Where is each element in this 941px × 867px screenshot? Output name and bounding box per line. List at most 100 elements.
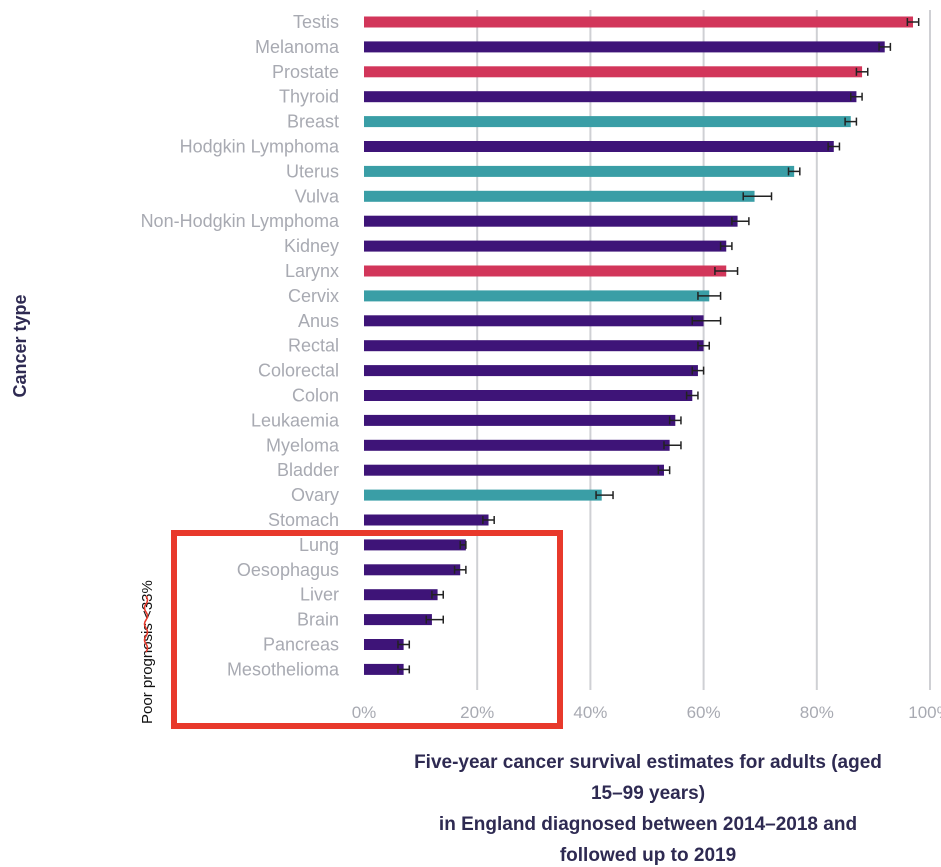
category-label: Uterus: [286, 161, 339, 181]
error-bar: [431, 590, 444, 599]
bar-thyroid: [364, 91, 857, 103]
category-label: Non-Hodgkin Lymphoma: [141, 211, 340, 231]
bar-brain: [364, 614, 432, 626]
x-axis-label-line: in England diagnosed between 2014–2018 a…: [439, 814, 857, 835]
error-bar: [855, 67, 869, 76]
bar-breast: [364, 116, 851, 128]
category-label: Colorectal: [258, 361, 339, 381]
category-label: Bladder: [277, 460, 339, 480]
bar-hodgkin-lymphoma: [364, 141, 834, 152]
error-bar: [482, 516, 495, 524]
category-label: Cervix: [288, 286, 339, 306]
x-tick-label: 60%: [687, 703, 721, 722]
x-tick-label: 0%: [352, 703, 377, 722]
category-label: Vulva: [295, 186, 340, 206]
x-axis-label: Five-year cancer survival estimates for …: [414, 752, 882, 866]
category-label: Anus: [298, 311, 339, 331]
x-tick-label: 80%: [800, 703, 834, 722]
error-bar: [731, 217, 750, 226]
error-bar: [453, 565, 467, 574]
error-bar: [595, 491, 614, 500]
category-label: Stomach: [268, 510, 339, 530]
category-label: Pancreas: [263, 635, 339, 655]
bar-stomach: [364, 514, 489, 526]
bar-anus: [364, 315, 704, 327]
category-label: Thyroid: [279, 87, 339, 107]
x-tick-label: 40%: [573, 703, 607, 722]
x-axis-label-line: followed up to 2019: [560, 845, 736, 866]
bar-liver: [364, 589, 438, 601]
error-bar: [397, 665, 411, 674]
error-bar: [685, 391, 699, 400]
error-bar: [827, 142, 841, 151]
error-bar: [657, 466, 671, 475]
category-label: Mesothelioma: [227, 659, 340, 679]
error-bar: [714, 267, 739, 275]
category-label: Myeloma: [266, 435, 340, 455]
error-bar: [787, 167, 801, 176]
bar-kidney: [364, 240, 727, 252]
category-label: Kidney: [284, 236, 339, 256]
bar-testis: [364, 16, 914, 28]
bar-colorectal: [364, 365, 698, 377]
category-label: Larynx: [285, 261, 339, 281]
bars: [364, 16, 914, 675]
error-bar: [697, 341, 711, 350]
error-bar: [742, 192, 773, 201]
bar-pancreas: [364, 639, 404, 650]
category-label: Rectal: [288, 336, 339, 356]
x-axis-label-line: 15–99 years): [591, 783, 705, 804]
error-bar: [425, 615, 444, 624]
error-bar: [906, 18, 920, 26]
bar-cervix: [364, 290, 710, 302]
bar-larynx: [364, 265, 727, 277]
x-tick-label: 100%: [908, 703, 941, 722]
error-bar: [663, 441, 682, 450]
y-axis-label: Cancer type: [10, 294, 30, 397]
category-label: Melanoma: [255, 37, 340, 57]
error-bar: [397, 640, 411, 649]
category-label: Leukaemia: [251, 410, 340, 430]
category-label: Colon: [292, 386, 339, 406]
bar-lung: [364, 539, 466, 551]
bar-oesophagus: [364, 564, 461, 576]
category-label: Prostate: [272, 62, 339, 82]
category-label: Lung: [299, 535, 339, 555]
bar-non-hodgkin-lymphoma: [364, 215, 738, 227]
bar-vulva: [364, 190, 755, 202]
annotation-underline-squiggle: [143, 595, 149, 653]
bar-bladder: [364, 464, 664, 476]
bar-mesothelioma: [364, 663, 404, 675]
category-labels: Testis Melanoma Prostate Thyroid Breast Hodgk…: [141, 12, 340, 679]
category-label: Liver: [300, 585, 339, 605]
error-bar: [844, 117, 858, 126]
category-label: Hodgkin Lymphoma: [180, 137, 340, 157]
category-label: Testis: [293, 12, 339, 32]
bar-uterus: [364, 165, 795, 177]
x-axis-label-line: Five-year cancer survival estimates for …: [414, 752, 882, 773]
bar-colon: [364, 390, 693, 401]
bar-rectal: [364, 340, 704, 352]
error-bar: [691, 366, 705, 375]
bar-prostate: [364, 66, 863, 78]
error-bars: [397, 18, 920, 674]
error-bar: [719, 242, 733, 251]
x-tick-labels: 0% 20% 40% 60% 80% 100%: [352, 703, 941, 722]
error-bar: [668, 416, 682, 425]
category-label: Breast: [287, 112, 339, 132]
category-label: Ovary: [291, 485, 339, 505]
bar-leukaemia: [364, 414, 676, 426]
x-tick-label: 20%: [460, 703, 494, 722]
bar-melanoma: [364, 41, 885, 53]
error-bar: [697, 291, 722, 300]
category-label: Brain: [297, 610, 339, 630]
poor-prognosis-annotation: Poor prognosis <33%: [139, 580, 156, 724]
poor-prognosis-highlight-box: [171, 530, 563, 729]
error-bar: [691, 316, 722, 325]
bar-ovary: [364, 489, 602, 501]
category-label: Oesophagus: [237, 560, 339, 580]
error-bar: [850, 92, 863, 101]
error-bar: [459, 540, 467, 549]
bar-myeloma: [364, 439, 670, 451]
